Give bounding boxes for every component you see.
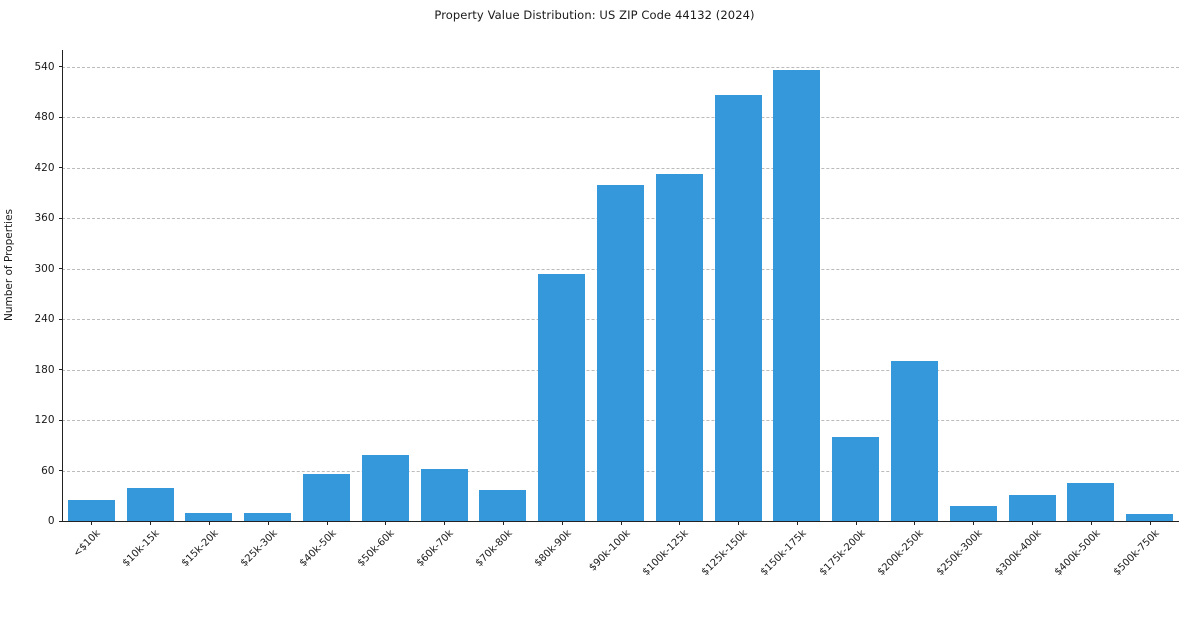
y-axis-tick-mark: [58, 318, 62, 320]
y-axis-tick: 120: [34, 414, 62, 426]
x-axis-tick-mark: [1032, 521, 1034, 525]
x-axis-tick-mark: [561, 521, 563, 525]
y-axis-tick: 540: [34, 61, 62, 73]
y-axis-tick-mark: [58, 268, 62, 270]
y-axis-tick-mark: [58, 369, 62, 371]
x-axis-tick-mark: [738, 521, 740, 525]
bar: [244, 512, 292, 521]
bar: [1067, 483, 1115, 521]
bar: [67, 499, 115, 521]
x-axis-tick-mark: [267, 521, 269, 525]
y-axis-tick-label: 180: [34, 363, 55, 376]
y-axis-tick: 240: [34, 313, 62, 325]
y-axis-spine: [62, 50, 63, 521]
x-axis-tick-mark: [208, 521, 210, 525]
x-axis-tick-mark: [679, 521, 681, 525]
x-axis-ticks: <$10k $10k-15k $15k-20k $25k-30k $40k-50k $50…: [62, 521, 1179, 590]
chart-figure: Property Value Distribution: US ZIP Code…: [0, 0, 1179, 590]
x-axis-tick-mark: [855, 521, 857, 525]
bar: [655, 174, 703, 521]
y-axis-tick-label: 420: [34, 161, 55, 174]
y-axis-tick-mark: [58, 217, 62, 219]
bar: [1008, 494, 1056, 521]
x-axis-tick-mark: [914, 521, 916, 525]
bar: [773, 70, 821, 521]
bar: [361, 455, 409, 521]
y-axis-tick-label: 120: [34, 414, 55, 427]
y-axis-tick: 360: [34, 212, 62, 224]
bar: [596, 184, 644, 521]
y-axis-tick-label: 480: [34, 111, 55, 124]
y-axis-tick-label: 300: [34, 262, 55, 275]
bar: [949, 505, 997, 521]
x-axis-tick-mark: [1090, 521, 1092, 525]
x-axis-tick-mark: [91, 521, 93, 525]
y-axis-tick-label: 0: [47, 515, 55, 527]
bar: [714, 95, 762, 521]
y-axis-tick-mark: [58, 419, 62, 421]
x-axis-tick-mark: [150, 521, 152, 525]
chart-title: Property Value Distribution: US ZIP Code…: [434, 8, 755, 22]
bar: [538, 273, 586, 521]
y-axis-tick-label: 540: [34, 60, 55, 73]
x-axis-tick-mark: [502, 521, 504, 525]
x-axis-tick-mark: [620, 521, 622, 525]
y-axis-ticks: 0 60 120 180 240 300 360 420 480 540: [0, 0, 62, 590]
y-axis-tick-label: 240: [34, 313, 55, 326]
y-axis-tick-mark: [58, 66, 62, 68]
x-axis-tick-mark: [444, 521, 446, 525]
y-axis-tick: 180: [34, 364, 62, 376]
y-axis-tick-mark: [58, 167, 62, 169]
y-axis-tick-label: 60: [41, 464, 55, 477]
x-axis-tick-mark: [1149, 521, 1151, 525]
bar: [832, 436, 880, 521]
y-axis-tick: 0: [48, 515, 62, 527]
bar: [420, 468, 468, 521]
y-axis-tick: 300: [34, 263, 62, 275]
y-axis-tick: 60: [41, 465, 62, 477]
bar: [479, 489, 527, 521]
gridline: [62, 167, 1179, 169]
y-axis-tick-mark: [58, 116, 62, 118]
x-axis-tick-mark: [326, 521, 328, 525]
bar: [126, 488, 174, 521]
bar: [185, 512, 233, 521]
y-axis-tick: 420: [34, 162, 62, 174]
bar: [303, 473, 351, 521]
x-axis-tick-mark: [796, 521, 798, 525]
y-axis-tick-mark: [58, 470, 62, 472]
plot-area: [62, 50, 1179, 521]
gridline: [62, 66, 1179, 68]
x-axis-tick-mark: [973, 521, 975, 525]
bar: [1126, 514, 1174, 521]
gridline: [62, 117, 1179, 119]
x-axis-tick-mark: [385, 521, 387, 525]
y-axis-tick-label: 360: [34, 212, 55, 225]
bar: [890, 361, 938, 521]
y-axis-tick-mark: [58, 520, 62, 522]
y-axis-tick: 480: [34, 111, 62, 123]
